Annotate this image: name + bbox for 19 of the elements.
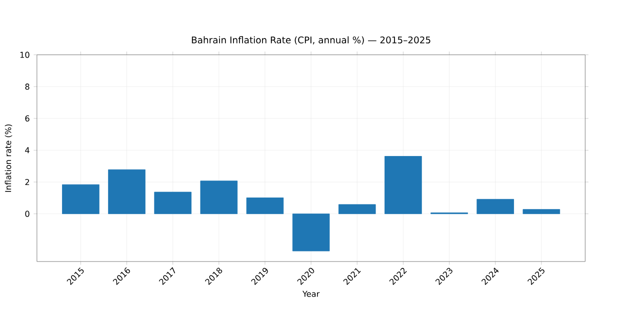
bar bbox=[522, 209, 560, 214]
y-tick-label: 2 bbox=[25, 179, 30, 186]
bar bbox=[384, 156, 422, 214]
y-tick-label: 10 bbox=[20, 52, 30, 58]
bar bbox=[246, 198, 284, 214]
bar bbox=[200, 180, 238, 214]
x-axis-title: Year bbox=[302, 290, 320, 297]
y-tick-label: 4 bbox=[25, 147, 30, 154]
bar bbox=[154, 192, 192, 214]
bar bbox=[476, 198, 514, 214]
y-tick-label: 0 bbox=[25, 210, 30, 217]
bar bbox=[338, 204, 376, 214]
y-tick-label: 8 bbox=[25, 84, 30, 90]
bar bbox=[108, 169, 146, 214]
bar bbox=[62, 184, 100, 214]
chart-title: Bahrain Inflation Rate (CPI, annual %) — 2015–2025 bbox=[192, 36, 430, 44]
y-tick-label: 6 bbox=[25, 115, 30, 122]
bar bbox=[292, 214, 330, 252]
y-axis-title: Inflation rate (%) bbox=[4, 124, 12, 192]
